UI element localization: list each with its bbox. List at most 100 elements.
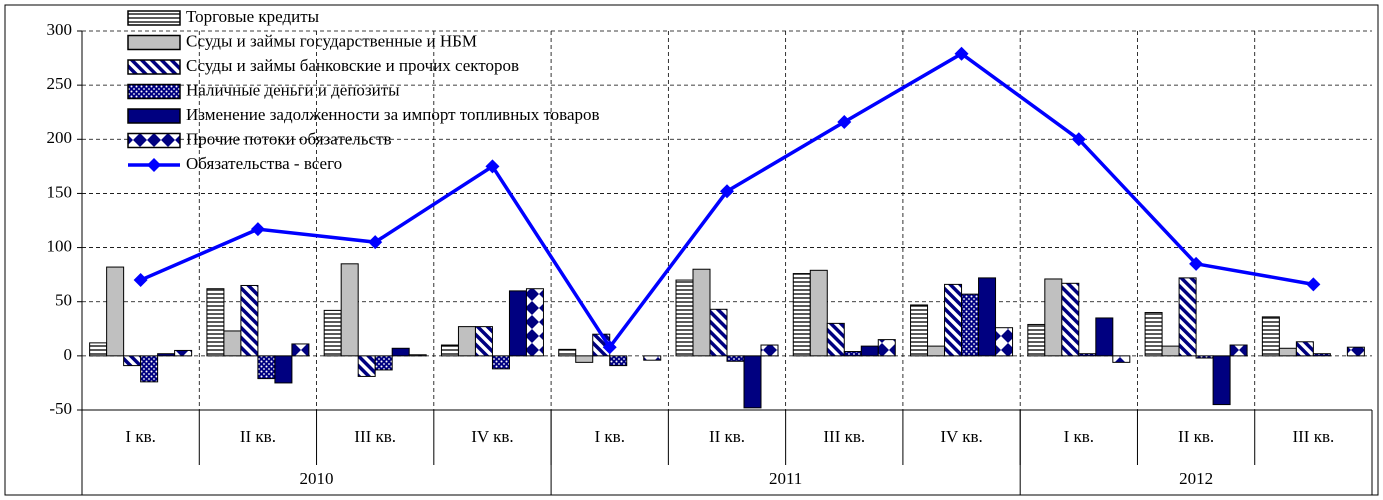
bar: [408, 354, 427, 357]
bar: [609, 355, 628, 367]
legend-swatch: [127, 132, 181, 149]
bar: [1195, 355, 1214, 359]
bar: [391, 347, 410, 357]
bar: [675, 279, 694, 357]
line-marker: [133, 273, 148, 288]
bar: [1078, 353, 1097, 357]
x-tick-label: I кв.: [1064, 427, 1094, 446]
y-tick-label: 250: [47, 74, 73, 93]
legend-swatch: [127, 34, 181, 51]
y-tick-label: 150: [47, 182, 73, 201]
legend-label: Ссуды и займы государственные и НБМ: [186, 31, 477, 50]
bar: [1095, 317, 1114, 357]
line-marker: [837, 114, 852, 129]
bar: [123, 355, 142, 367]
bar: [927, 345, 946, 357]
bar: [877, 339, 896, 357]
x-tick-label: I кв.: [595, 427, 625, 446]
legend-swatch: [147, 158, 161, 172]
legend-label: Торговые кредиты: [186, 7, 320, 26]
bar: [910, 304, 929, 357]
bar: [240, 284, 259, 357]
bar: [357, 355, 376, 377]
y-tick-label: 200: [47, 128, 73, 147]
bar: [709, 308, 728, 357]
bar: [961, 293, 980, 357]
bar: [1261, 316, 1280, 357]
bar: [291, 343, 310, 357]
bar: [743, 355, 762, 409]
bar: [106, 266, 125, 357]
bar: [760, 344, 779, 357]
bar: [223, 330, 242, 357]
bar: [826, 322, 845, 357]
bar: [1346, 346, 1365, 357]
bar: [525, 288, 544, 357]
legend-swatch: [127, 59, 181, 75]
bar: [206, 288, 225, 357]
y-tick-label: 0: [64, 345, 73, 364]
legend-swatch: [127, 108, 181, 124]
bar: [491, 355, 510, 370]
bar: [1212, 355, 1231, 406]
bar: [792, 273, 811, 357]
bar: [1229, 344, 1248, 357]
bar: [1278, 347, 1297, 357]
y-tick-label: 300: [47, 20, 73, 39]
chart-border: [4, 4, 1379, 496]
year-label: 2010: [300, 469, 334, 488]
bar: [1061, 282, 1080, 357]
bar: [1178, 277, 1197, 357]
line-marker: [954, 46, 969, 61]
bar: [1027, 323, 1046, 357]
bar: [692, 268, 711, 357]
bar: [140, 355, 159, 383]
line-marker: [602, 340, 617, 355]
bar: [474, 326, 493, 357]
bar: [860, 345, 879, 357]
legend-swatch: [127, 83, 181, 100]
bar: [257, 355, 276, 380]
y-tick-label: 100: [47, 236, 73, 255]
x-tick-label: II кв.: [240, 427, 276, 446]
legend-label: Прочие потоки обязательств: [186, 129, 392, 148]
bar: [944, 283, 963, 357]
x-tick-label: III кв.: [354, 427, 396, 446]
bar: [1312, 353, 1331, 357]
bar: [1144, 312, 1163, 357]
x-tick-label: IV кв.: [471, 427, 513, 446]
x-tick-label: IV кв.: [940, 427, 982, 446]
bar: [1044, 278, 1063, 357]
line-marker: [720, 184, 734, 199]
bar: [89, 342, 108, 357]
bar: [558, 348, 577, 357]
bar: [726, 355, 745, 362]
x-tick-label: II кв.: [709, 427, 745, 446]
legend-label: Наличные деньги и депозиты: [186, 80, 400, 99]
bar: [340, 263, 359, 357]
x-tick-label: II кв.: [1178, 427, 1214, 446]
legend-label: Обязательства - всего: [186, 154, 342, 173]
bar: [995, 327, 1014, 357]
bar: [1112, 355, 1131, 363]
year-label: 2011: [769, 469, 802, 488]
bar: [274, 355, 293, 384]
bar: [440, 344, 459, 357]
y-tick-label: 50: [55, 291, 72, 310]
line-marker: [1189, 256, 1204, 271]
bar: [809, 269, 828, 357]
line-marker: [1071, 132, 1086, 147]
bar: [374, 355, 393, 371]
line-marker: [250, 222, 265, 237]
bar: [843, 351, 862, 357]
legend-swatch: [127, 10, 181, 26]
bar: [157, 353, 176, 357]
line-marker: [485, 159, 500, 174]
bar: [1161, 345, 1180, 357]
bar: [575, 355, 594, 363]
legend-label: Ссуды и займы банковские и прочих сектор…: [186, 56, 519, 75]
x-tick-label: III кв.: [823, 427, 865, 446]
bar: [508, 290, 527, 357]
line-marker: [1306, 277, 1321, 292]
